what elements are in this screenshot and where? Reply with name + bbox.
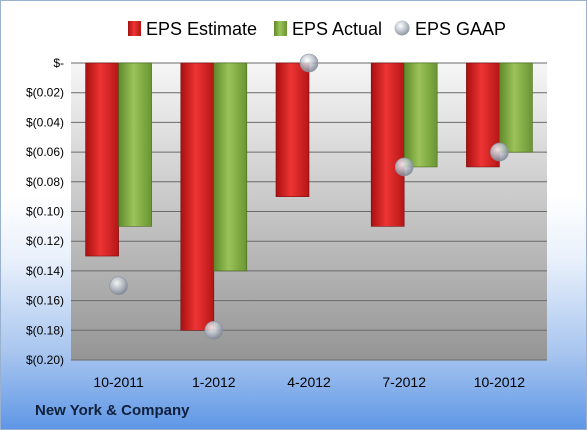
legend-entry-actual: EPS Actual (274, 19, 382, 39)
legend-swatch-actual (274, 21, 287, 36)
x-tick-label: 10-2012 (474, 374, 526, 390)
bars (85, 62, 533, 331)
legend-entry-estimate: EPS Estimate (128, 19, 257, 39)
y-axis-ticks: $- $(0.02) $(0.04) $(0.06) $(0.08) $(0.10) $(0… (26, 56, 64, 367)
legend-entry-gaap: EPS GAAP (394, 19, 506, 39)
gaap-point (394, 157, 414, 177)
y-tick-label: $(0.12) (26, 234, 64, 248)
legend-swatch-estimate (128, 21, 141, 36)
y-tick-label: $(0.04) (26, 115, 64, 129)
x-tick-label: 4-2012 (287, 374, 331, 390)
y-tick-label: $(0.18) (26, 323, 64, 337)
actual-bar (403, 62, 438, 168)
x-axis-ticks: 10-2011 1-2012 4-2012 7-2012 10-2012 (93, 374, 525, 390)
x-tick-label: 10-2011 (93, 374, 144, 390)
legend: EPS Estimate EPS Actual EPS GAAP (128, 19, 506, 39)
legend-label-estimate: EPS Estimate (146, 19, 257, 39)
y-tick-label: $(0.02) (26, 86, 64, 100)
x-tick-label: 1-2012 (192, 374, 236, 390)
actual-bar (213, 62, 248, 272)
estimate-bar (370, 62, 405, 227)
x-tick-label: 7-2012 (382, 374, 426, 390)
gaap-point (299, 53, 319, 73)
actual-bar (499, 62, 533, 153)
y-tick-label: $- (53, 56, 64, 70)
estimate-bar (85, 62, 119, 257)
y-tick-label: $(0.06) (26, 145, 64, 159)
legend-swatch-gaap (394, 20, 410, 36)
gaap-points (109, 53, 509, 340)
company-name: New York & Company (35, 402, 190, 419)
estimate-bar (180, 62, 215, 331)
gaap-point (109, 276, 128, 296)
gaap-point (204, 320, 224, 340)
gaap-point (490, 142, 509, 162)
actual-bar (118, 62, 152, 227)
y-tick-label: $(0.14) (26, 264, 64, 278)
y-tick-label: $(0.20) (26, 353, 64, 367)
legend-label-actual: EPS Actual (292, 19, 382, 39)
y-tick-label: $(0.08) (26, 175, 64, 189)
y-tick-label: $(0.16) (26, 294, 64, 308)
estimate-bar (275, 62, 310, 197)
y-tick-label: $(0.10) (26, 205, 64, 219)
legend-label-gaap: EPS GAAP (415, 19, 506, 39)
